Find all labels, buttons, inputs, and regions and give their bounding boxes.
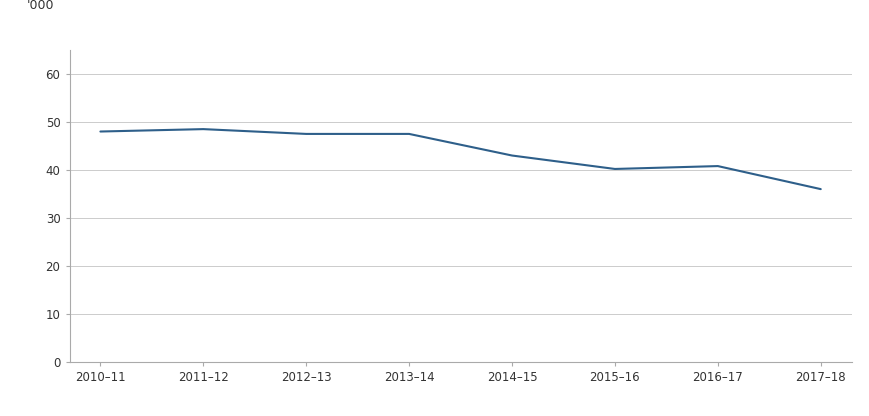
Text: '000: '000	[26, 0, 54, 12]
